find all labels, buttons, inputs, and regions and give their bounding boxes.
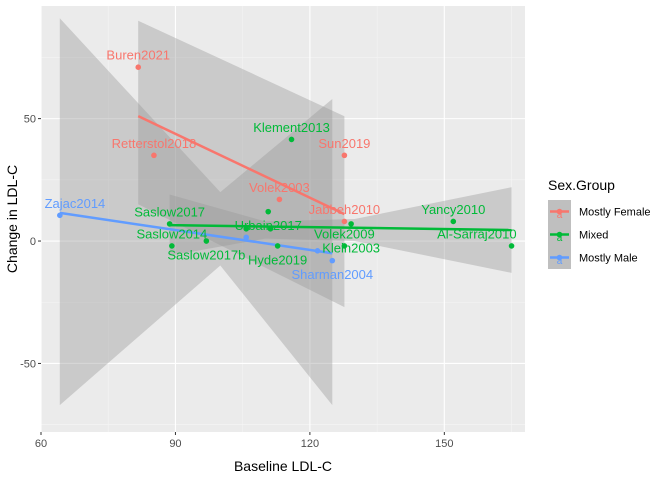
confidence-band xyxy=(59,18,333,406)
x-tick-label: 60 xyxy=(35,438,47,450)
data-point xyxy=(135,64,142,71)
point-label: Volek2003 xyxy=(249,180,310,195)
x-tick-label: 150 xyxy=(435,438,453,450)
legend-label: Mostly Female xyxy=(579,207,651,219)
point-label: Yancy2010 xyxy=(421,202,485,217)
legend-title: Sex.Group xyxy=(548,177,615,193)
legend-key-glyph: a xyxy=(557,233,563,244)
point-label: Saslow2014 xyxy=(136,226,207,241)
point-label: Buren2021 xyxy=(106,48,170,63)
y-tick-label: 0 xyxy=(30,236,36,248)
x-tick-label: 90 xyxy=(169,438,181,450)
data-points xyxy=(57,64,515,264)
data-point xyxy=(243,234,250,241)
legend-key-point xyxy=(556,208,563,215)
legend-entry: a Mostly Male xyxy=(548,246,638,269)
data-point xyxy=(508,243,515,249)
data-point xyxy=(166,221,173,227)
x-axis-title: Baseline LDL-C xyxy=(234,458,332,474)
point-label: Sharman2004 xyxy=(291,267,373,282)
x-tick-label: 120 xyxy=(301,438,319,450)
data-point xyxy=(151,152,157,159)
point-label: Klement2013 xyxy=(253,120,330,135)
data-point xyxy=(243,225,250,232)
data-point xyxy=(348,221,354,227)
legend-key-point xyxy=(556,231,563,238)
point-label: Sun2019 xyxy=(318,136,370,151)
point-label: Retterstol2018 xyxy=(112,136,197,151)
legend-key-glyph: a xyxy=(557,210,563,221)
data-point xyxy=(274,243,281,249)
legend-label: Mixed xyxy=(579,230,608,242)
fit-line xyxy=(137,115,345,216)
point-label: Klein2003 xyxy=(322,240,380,255)
point-labels: Buren2021 Retterstol2018 Sun2019 Volek2003 J… xyxy=(45,48,517,282)
legend-key-glyph: a xyxy=(557,256,563,267)
data-point xyxy=(329,257,336,264)
y-tick-label: -50 xyxy=(20,358,36,370)
point-label: Hyde2019 xyxy=(248,252,307,267)
data-point xyxy=(169,243,175,249)
legend-label: Mostly Male xyxy=(579,253,638,265)
axes: 60 90 120 150 -50 0 50 xyxy=(20,114,453,450)
point-label: Urbain2017 xyxy=(235,218,302,233)
y-tick-label: 50 xyxy=(24,114,36,126)
point-label: Saslow2017b xyxy=(167,248,245,263)
data-point xyxy=(276,196,283,203)
point-label: Al-Sarraj2010 xyxy=(437,226,517,241)
data-point xyxy=(267,225,274,232)
data-point xyxy=(314,248,321,254)
fit-line xyxy=(169,223,512,232)
point-label: Jabbeh2010 xyxy=(309,202,381,217)
data-point xyxy=(288,136,295,143)
data-point xyxy=(203,238,210,244)
point-label: Zajac2014 xyxy=(45,196,106,211)
data-point xyxy=(265,208,272,215)
data-point xyxy=(341,243,348,249)
legend-entry: a Mixed xyxy=(548,223,608,246)
legend-key-point xyxy=(556,254,563,261)
fit-line xyxy=(59,211,333,255)
data-point xyxy=(341,152,348,159)
legend: Sex.Group a Mostly Female a Mixed a Mostly Ma… xyxy=(548,177,651,269)
point-label: Saslow2017 xyxy=(134,204,205,219)
y-axis-title: Change in LDL-C xyxy=(4,165,20,273)
fit-lines xyxy=(59,115,512,255)
data-point xyxy=(450,218,457,225)
major-grid xyxy=(40,6,525,432)
data-point xyxy=(341,218,348,225)
confidence-band xyxy=(169,187,512,273)
data-point xyxy=(57,212,63,219)
point-label: Volek2009 xyxy=(314,226,375,241)
legend-entry: a Mostly Female xyxy=(548,200,651,223)
